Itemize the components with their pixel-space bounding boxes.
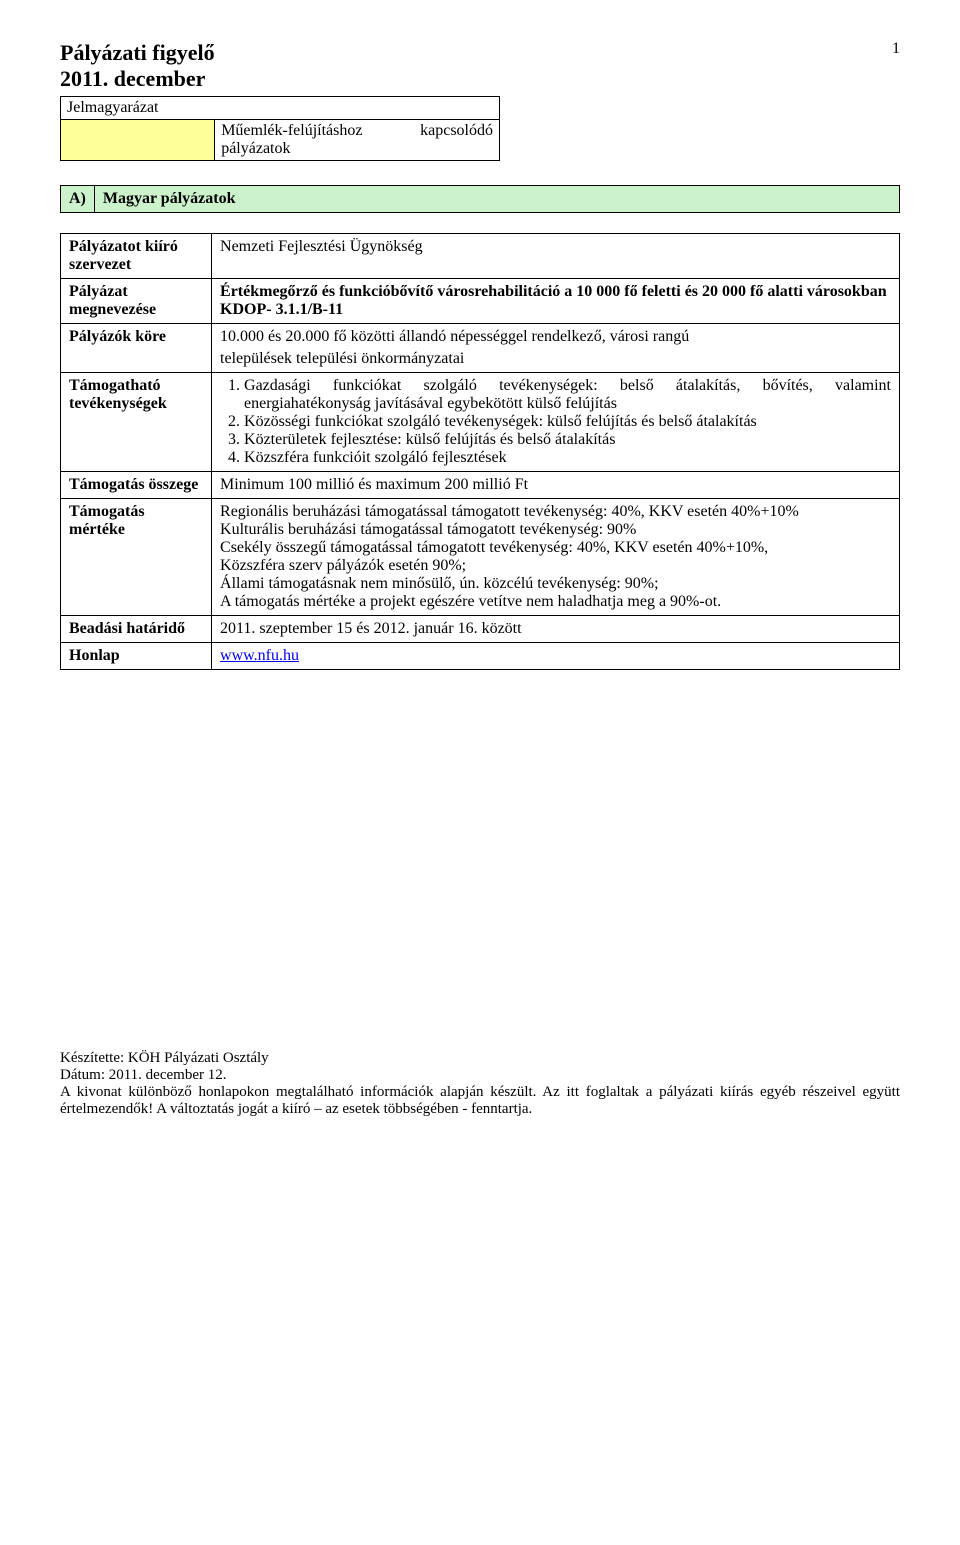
value-applicants: 10.000 és 20.000 fő közötti állandó népe… <box>212 324 900 373</box>
label-name: Pályázat megnevezése <box>61 279 212 324</box>
legend-desc-line2: pályázatok <box>221 140 493 158</box>
section-table: A) Magyar pályázatok <box>60 185 900 213</box>
website-link[interactable]: www.nfu.hu <box>220 647 299 664</box>
footer-line2: Dátum: 2011. december 12. <box>60 1067 900 1084</box>
activity-item: Gazdasági funkciókat szolgáló tevékenysé… <box>244 377 891 413</box>
applicants-line1: 10.000 és 20.000 fő közötti állandó népe… <box>220 328 891 346</box>
name-line2: KDOP- 3.1.1/B-11 <box>220 301 891 319</box>
section-code: A) <box>61 186 95 213</box>
rate-line1: Regionális beruházási támogatással támog… <box>220 503 891 521</box>
footer: Készítette: KÖH Pályázati Osztály Dátum:… <box>60 1050 900 1118</box>
legend-desc-right: kapcsolódó <box>420 122 493 140</box>
row-website: Honlap www.nfu.hu <box>61 643 900 670</box>
value-deadline: 2011. szeptember 15 és 2012. január 16. … <box>212 616 900 643</box>
row-amount: Támogatás összege Minimum 100 millió és … <box>61 472 900 499</box>
value-website: www.nfu.hu <box>212 643 900 670</box>
label-rate: Támogatás mértéke <box>61 499 212 616</box>
activity-item: Közterületek fejlesztése: külső felújítá… <box>244 431 891 449</box>
applicants-line2: települések települési önkormányzatai <box>220 350 891 368</box>
activity-item: Közszféra funkcióit szolgáló fejlesztése… <box>244 449 891 467</box>
row-activities: Támogatható tevékenységek Gazdasági funk… <box>61 373 900 472</box>
rate-line6: A támogatás mértéke a projekt egészére v… <box>220 593 891 611</box>
value-org: Nemzeti Fejlesztési Ügynökség <box>212 234 900 279</box>
value-activities: Gazdasági funkciókat szolgáló tevékenysé… <box>212 373 900 472</box>
title-line-1: Pályázati figyelő <box>60 40 215 66</box>
legend-desc-line1: Műemlék-felújításhoz <box>221 122 362 140</box>
rate-line3: Csekély összegű támogatással támogatott … <box>220 539 891 557</box>
footer-line3: A kivonat különböző honlapokon megtalálh… <box>60 1084 900 1118</box>
activities-list: Gazdasági funkciókat szolgáló tevékenysé… <box>220 377 891 467</box>
value-rate: Regionális beruházási támogatással támog… <box>212 499 900 616</box>
label-applicants: Pályázók köre <box>61 324 212 373</box>
value-amount: Minimum 100 millió és maximum 200 millió… <box>212 472 900 499</box>
label-org: Pályázatot kiíró szervezet <box>61 234 212 279</box>
legend-swatch <box>61 120 215 161</box>
row-org: Pályázatot kiíró szervezet Nemzeti Fejle… <box>61 234 900 279</box>
label-website: Honlap <box>61 643 212 670</box>
footer-line1: Készítette: KÖH Pályázati Osztály <box>60 1050 900 1067</box>
rate-line4: Közszféra szerv pályázók esetén 90%; <box>220 557 891 575</box>
label-amount: Támogatás összege <box>61 472 212 499</box>
row-applicants: Pályázók köre 10.000 és 20.000 fő között… <box>61 324 900 373</box>
title-line-2: 2011. december <box>60 66 215 92</box>
legend-desc: Műemlék-felújításhoz kapcsolódó pályázat… <box>215 120 500 161</box>
section-title: Magyar pályázatok <box>94 186 899 213</box>
page-number: 1 <box>892 40 900 58</box>
name-line1: Értékmegőrző és funkcióbővítő városrehab… <box>220 283 891 301</box>
label-activities: Támogatható tevékenységek <box>61 373 212 472</box>
header-title-block: Pályázati figyelő 2011. december <box>60 40 215 92</box>
rate-line5: Állami támogatásnak nem minősülő, ún. kö… <box>220 575 891 593</box>
label-deadline: Beadási határidő <box>61 616 212 643</box>
legend-header: Jelmagyarázat <box>61 97 500 120</box>
row-name: Pályázat megnevezése Értékmegőrző és fun… <box>61 279 900 324</box>
main-table: Pályázatot kiíró szervezet Nemzeti Fejle… <box>60 233 900 670</box>
activity-item: Közösségi funkciókat szolgáló tevékenysé… <box>244 413 891 431</box>
rate-line2: Kulturális beruházási támogatással támog… <box>220 521 891 539</box>
value-name: Értékmegőrző és funkcióbővítő városrehab… <box>212 279 900 324</box>
row-deadline: Beadási határidő 2011. szeptember 15 és … <box>61 616 900 643</box>
header: Pályázati figyelő 2011. december 1 <box>60 40 900 92</box>
row-rate: Támogatás mértéke Regionális beruházási … <box>61 499 900 616</box>
legend-table: Jelmagyarázat Műemlék-felújításhoz kapcs… <box>60 96 500 161</box>
